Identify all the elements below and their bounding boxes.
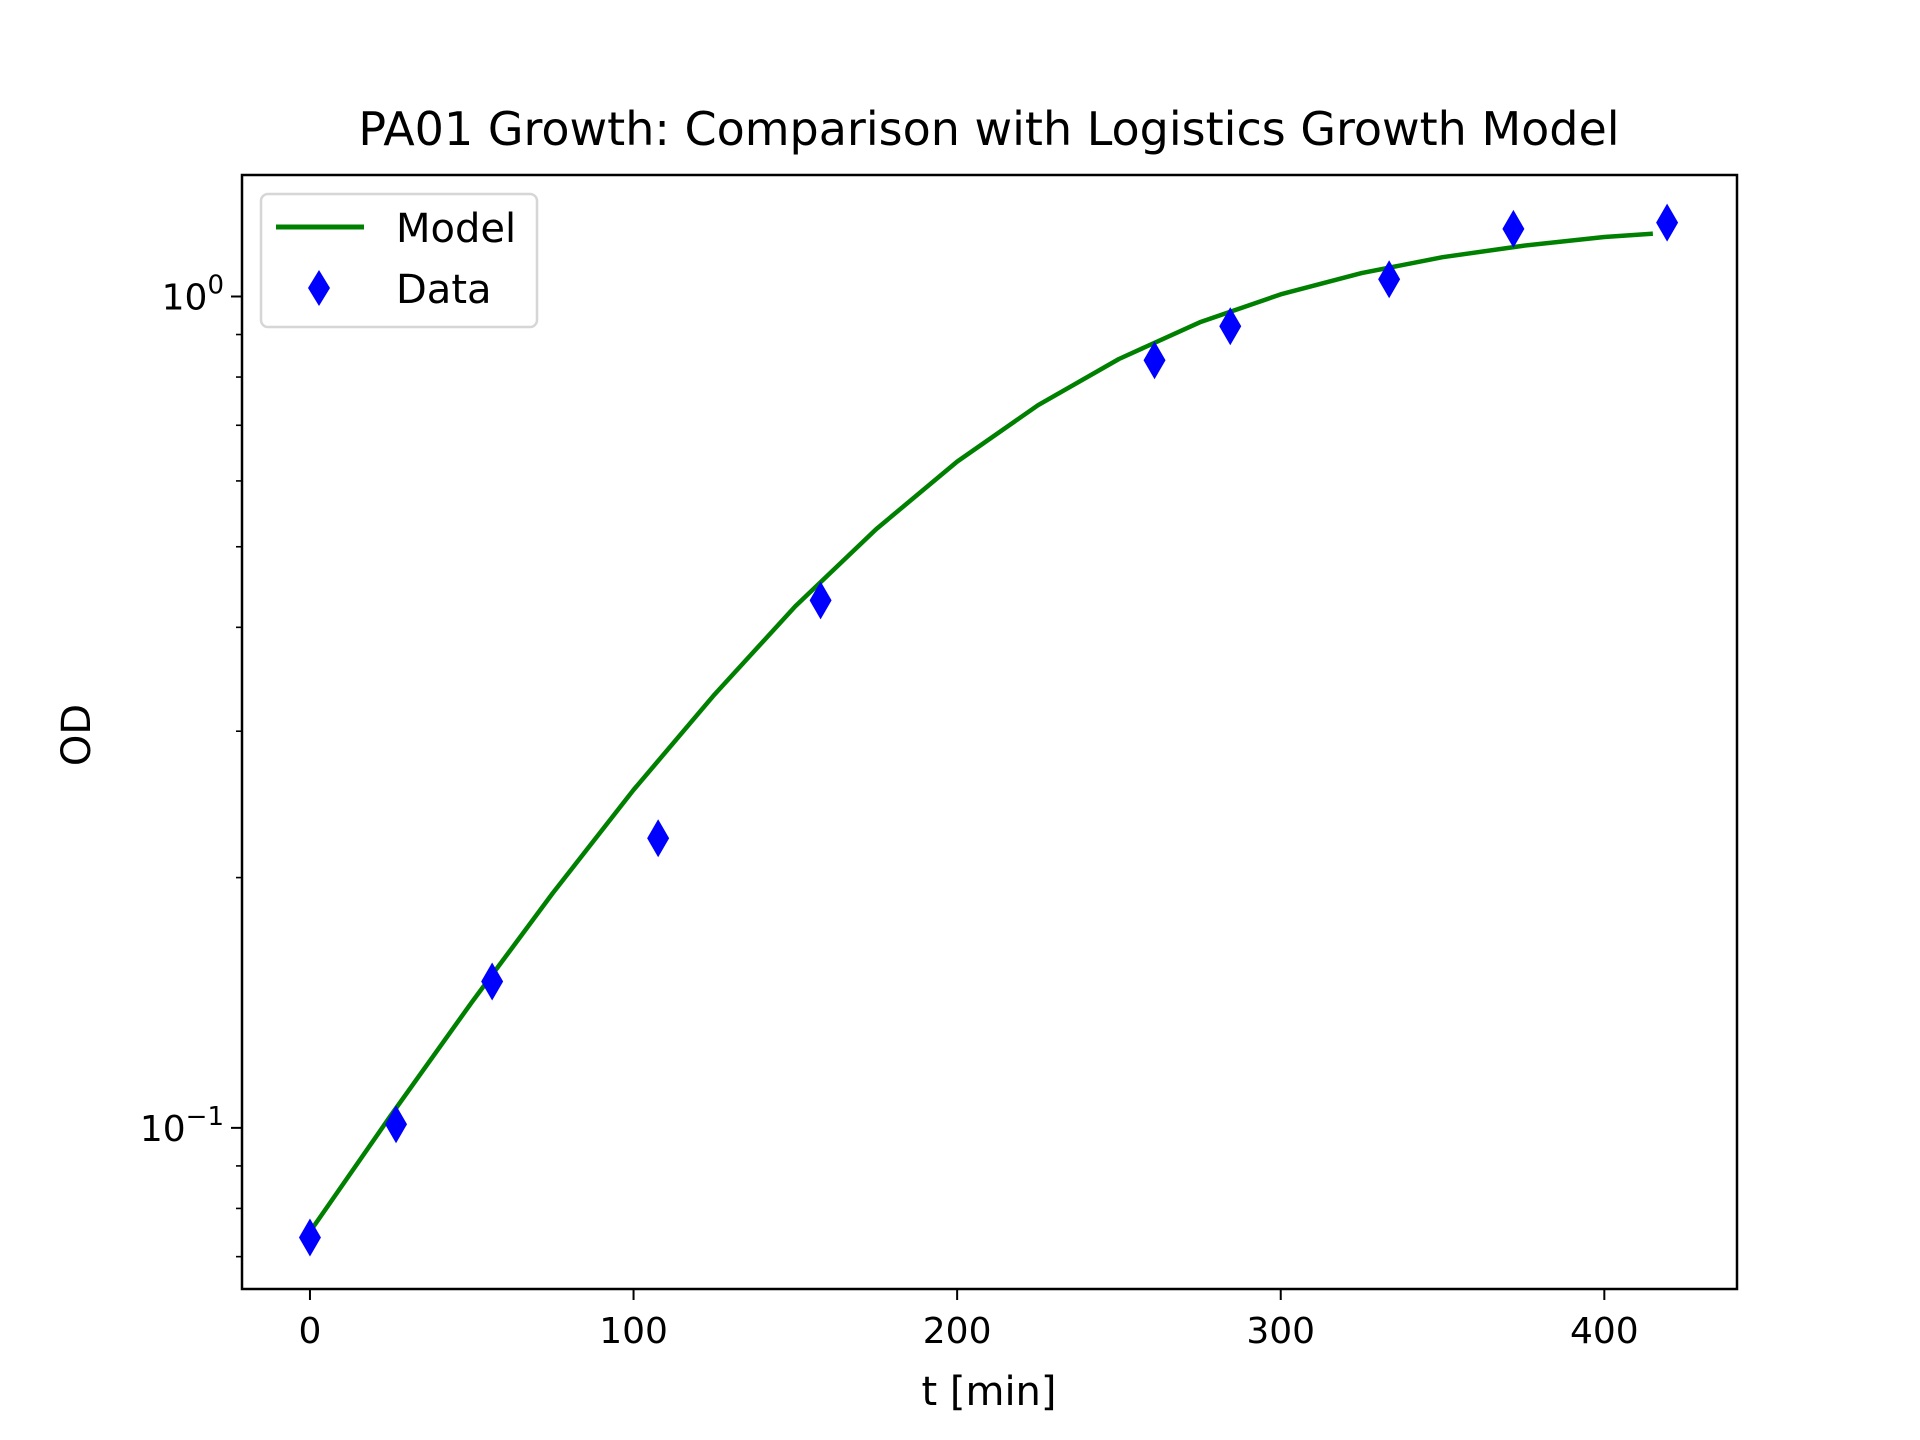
model-line xyxy=(308,231,1654,1234)
data-point xyxy=(1502,209,1525,248)
y-axis-label: OD xyxy=(54,704,100,766)
data-point xyxy=(298,1218,321,1257)
x-tick-label: 0 xyxy=(299,1311,322,1352)
x-tick-label: 400 xyxy=(1570,1311,1639,1352)
data-point xyxy=(1219,307,1242,346)
legend-model-label: Model xyxy=(396,206,516,252)
data-point xyxy=(481,962,504,1001)
data-point xyxy=(385,1105,408,1144)
legend-data-label: Data xyxy=(396,267,492,313)
y-ticks: 10−1 100 xyxy=(140,270,242,1258)
data-point xyxy=(1378,260,1401,299)
data-point xyxy=(809,581,832,620)
x-tick-label: 100 xyxy=(599,1311,668,1352)
x-tick-label: 300 xyxy=(1246,1311,1315,1352)
axes-frame xyxy=(240,173,1739,1291)
data-point xyxy=(647,819,670,858)
chart-title: PA01 Growth: Comparison with Logistics G… xyxy=(358,102,1619,156)
legend: Model Data xyxy=(259,192,539,329)
y-tick-label: 10−1 xyxy=(140,1102,224,1150)
x-ticks: 0 100 200 300 400 xyxy=(299,1289,1639,1352)
x-axis-label: t [min] xyxy=(921,1369,1056,1415)
data-point xyxy=(1143,341,1166,380)
plot-area xyxy=(298,203,1679,1257)
y-tick-label: 100 xyxy=(162,270,224,318)
data-point xyxy=(1656,203,1679,242)
x-tick-label: 200 xyxy=(923,1311,992,1352)
legend-data-swatch xyxy=(308,270,330,306)
